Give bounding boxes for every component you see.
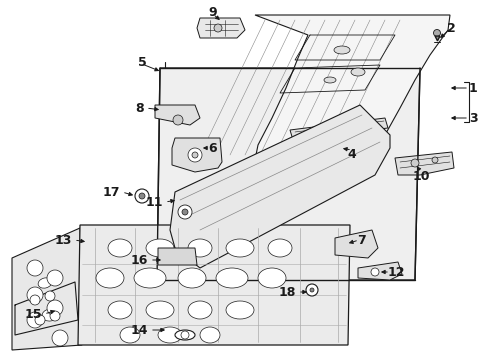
Circle shape — [192, 152, 198, 158]
Polygon shape — [78, 225, 349, 345]
Polygon shape — [357, 262, 401, 280]
Text: 15: 15 — [24, 307, 42, 320]
Polygon shape — [334, 230, 377, 258]
Circle shape — [30, 295, 40, 305]
Circle shape — [52, 330, 68, 346]
Polygon shape — [254, 15, 449, 160]
Ellipse shape — [38, 278, 52, 288]
Circle shape — [214, 24, 222, 32]
Text: 11: 11 — [145, 195, 163, 208]
Text: 18: 18 — [278, 285, 295, 298]
Ellipse shape — [225, 239, 253, 257]
Ellipse shape — [96, 268, 124, 288]
Circle shape — [45, 291, 55, 301]
Ellipse shape — [108, 301, 132, 319]
Ellipse shape — [158, 327, 182, 343]
Ellipse shape — [178, 268, 205, 288]
Polygon shape — [155, 105, 200, 125]
Ellipse shape — [146, 239, 174, 257]
Text: 5: 5 — [137, 55, 146, 68]
Text: 16: 16 — [130, 253, 148, 266]
Text: 3: 3 — [468, 112, 477, 125]
Ellipse shape — [134, 268, 165, 288]
Circle shape — [27, 312, 43, 328]
Ellipse shape — [350, 68, 364, 76]
Ellipse shape — [200, 327, 220, 343]
Polygon shape — [158, 248, 197, 265]
Circle shape — [370, 268, 378, 276]
Circle shape — [27, 260, 43, 276]
Text: 10: 10 — [411, 170, 429, 183]
Text: 4: 4 — [347, 148, 356, 161]
Ellipse shape — [108, 239, 132, 257]
Text: 12: 12 — [387, 266, 405, 279]
Circle shape — [305, 284, 317, 296]
Ellipse shape — [258, 268, 285, 288]
Ellipse shape — [175, 330, 195, 340]
Polygon shape — [394, 152, 453, 175]
Circle shape — [35, 315, 45, 325]
Circle shape — [50, 311, 60, 321]
Ellipse shape — [120, 327, 140, 343]
Ellipse shape — [267, 239, 291, 257]
Polygon shape — [12, 228, 82, 350]
Ellipse shape — [187, 239, 212, 257]
Polygon shape — [285, 142, 349, 158]
Circle shape — [47, 300, 63, 316]
Ellipse shape — [225, 301, 253, 319]
Circle shape — [433, 30, 440, 36]
Circle shape — [309, 288, 313, 292]
Text: 17: 17 — [102, 185, 120, 198]
Text: 9: 9 — [208, 5, 217, 18]
Circle shape — [181, 331, 189, 339]
Polygon shape — [172, 138, 222, 172]
Text: 7: 7 — [356, 234, 365, 247]
Text: 8: 8 — [135, 102, 143, 114]
Text: 13: 13 — [55, 234, 72, 247]
Ellipse shape — [187, 301, 212, 319]
Text: 2: 2 — [446, 22, 454, 35]
Circle shape — [182, 209, 187, 215]
Polygon shape — [170, 105, 389, 268]
Circle shape — [135, 189, 149, 203]
Polygon shape — [289, 118, 387, 140]
Text: 1: 1 — [468, 81, 477, 94]
Circle shape — [139, 193, 145, 199]
Polygon shape — [197, 18, 244, 38]
Circle shape — [178, 205, 192, 219]
Ellipse shape — [324, 77, 335, 83]
Ellipse shape — [42, 309, 58, 321]
Circle shape — [410, 159, 418, 167]
Polygon shape — [157, 68, 419, 280]
Ellipse shape — [333, 46, 349, 54]
Ellipse shape — [146, 301, 174, 319]
Circle shape — [187, 148, 202, 162]
Circle shape — [431, 157, 437, 163]
Text: 14: 14 — [130, 324, 148, 337]
Text: 6: 6 — [207, 141, 216, 154]
Circle shape — [47, 270, 63, 286]
Ellipse shape — [216, 268, 247, 288]
Circle shape — [173, 115, 183, 125]
Circle shape — [27, 287, 43, 303]
